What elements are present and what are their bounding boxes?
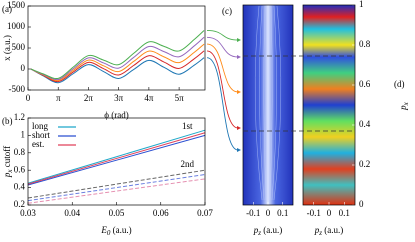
x-tick-label: 0 bbox=[26, 93, 31, 103]
y-tick-label: 1 bbox=[359, 0, 364, 9]
series-line bbox=[27, 132, 206, 185]
x-tick-label: 4π bbox=[144, 93, 154, 103]
x-tick-label: 0.03 bbox=[20, 208, 36, 218]
label-symbol: p bbox=[253, 225, 259, 235]
series-line bbox=[27, 134, 206, 186]
panel-label: (d) bbox=[394, 79, 405, 89]
label-sub: 0 bbox=[107, 229, 111, 237]
heatmap-d-image bbox=[303, 5, 355, 205]
x-tick-label: 0.07 bbox=[197, 208, 213, 218]
panel-label: (a) bbox=[2, 4, 12, 14]
label-rest: (a.u.) bbox=[110, 225, 131, 235]
y-tick-label: -500 bbox=[9, 84, 26, 94]
x-tick-label: 0.04 bbox=[64, 208, 80, 218]
x-tick-label: 0 bbox=[266, 208, 271, 218]
y-tick-label: 0.6 bbox=[359, 79, 371, 89]
annotation: 2nd bbox=[181, 159, 195, 169]
connector-arrow bbox=[206, 30, 239, 41]
y-tick-label: 1 bbox=[21, 129, 26, 139]
y-tick-label: 0.2 bbox=[14, 199, 25, 209]
heatmap-c-streak bbox=[263, 5, 267, 201]
panel-label: (b) bbox=[2, 116, 13, 126]
connector-arrowhead bbox=[237, 126, 241, 130]
y-tick-label: 0.2 bbox=[359, 159, 370, 169]
x-tick-label: 0.1 bbox=[339, 208, 350, 218]
x-tick-label: π bbox=[56, 93, 61, 103]
label-sub: x bbox=[402, 101, 410, 106]
y-tick-label: 0.4 bbox=[359, 119, 371, 129]
y-tick-label: 1000 bbox=[7, 21, 26, 31]
connector-arrow bbox=[206, 57, 239, 151]
heatmap-c-streak bbox=[271, 5, 277, 201]
series-line bbox=[30, 30, 205, 80]
label-sub: z bbox=[318, 229, 322, 237]
annotation: 1st bbox=[182, 121, 193, 131]
axis-label: pz (a.u.) bbox=[253, 225, 282, 237]
axis-label: ϕ (rad) bbox=[104, 110, 128, 120]
legend-label: short bbox=[32, 130, 50, 140]
series-line bbox=[27, 178, 206, 204]
series-line bbox=[30, 57, 205, 84]
connector-arrow bbox=[206, 36, 239, 58]
x-tick-label: 0.06 bbox=[153, 208, 169, 218]
x-tick-label: 0 bbox=[327, 208, 332, 218]
axis-label: E0 (a.u.) bbox=[100, 225, 131, 237]
x-tick-label: -0.1 bbox=[307, 208, 321, 218]
label-sub: z bbox=[257, 229, 261, 237]
x-tick-label: 0.05 bbox=[109, 208, 125, 218]
series-line bbox=[27, 174, 206, 202]
y-tick-label: 0 bbox=[359, 199, 364, 209]
heatmap-c-streak bbox=[259, 5, 265, 201]
axis-label: px bbox=[398, 101, 410, 111]
y-tick-label: 0.4 bbox=[14, 182, 26, 192]
y-tick-label: 0 bbox=[21, 63, 26, 73]
y-tick-label: 0.8 bbox=[14, 147, 26, 157]
heatmap-c-streak bbox=[269, 5, 273, 201]
label-rest: (a.u.) bbox=[322, 225, 343, 235]
label-rest: cutoff bbox=[2, 146, 12, 170]
plot-frame bbox=[27, 117, 206, 206]
x-tick-label: 2π bbox=[84, 93, 94, 103]
y-tick-label: 1.2 bbox=[14, 112, 25, 122]
series-line bbox=[27, 129, 206, 184]
axis-label: x (a.u.) bbox=[2, 35, 12, 61]
label-rest: (a.u.) bbox=[261, 225, 282, 235]
panel-label: (c) bbox=[222, 6, 232, 16]
label-symbol: E bbox=[100, 225, 107, 235]
y-tick-label: 1500 bbox=[7, 0, 26, 10]
y-tick-label: 0.6 bbox=[14, 164, 26, 174]
plot-frame bbox=[302, 4, 356, 206]
y-tick-label: 500 bbox=[12, 42, 26, 52]
heatmap-c-streak bbox=[254, 5, 263, 201]
x-tick-label: -0.1 bbox=[246, 208, 260, 218]
series-line bbox=[27, 169, 206, 199]
heatmap-c-streak bbox=[273, 5, 282, 201]
legend-label: long bbox=[32, 121, 49, 131]
connector-arrowhead bbox=[237, 38, 241, 42]
axis-label: px cutoff bbox=[2, 146, 14, 178]
label-sub: x bbox=[6, 169, 14, 174]
plot-frame bbox=[27, 5, 206, 91]
plot-frame bbox=[242, 4, 294, 206]
series-line bbox=[30, 50, 205, 83]
connector-arrowhead bbox=[237, 90, 241, 94]
series-line bbox=[30, 43, 205, 82]
x-tick-label: 5π bbox=[175, 93, 185, 103]
connector-arrow bbox=[206, 50, 239, 129]
connector-arrowhead bbox=[237, 148, 241, 152]
label-symbol: p bbox=[398, 105, 408, 111]
y-tick-label: 0.8 bbox=[359, 39, 371, 49]
connector-arrow bbox=[206, 43, 239, 93]
label-symbol: p bbox=[314, 225, 320, 235]
x-tick-label: 0.1 bbox=[277, 208, 288, 218]
connector-arrowhead bbox=[237, 55, 241, 59]
label-symbol: p bbox=[2, 172, 12, 178]
legend-label: est. bbox=[32, 139, 44, 149]
series-line bbox=[30, 36, 205, 81]
x-tick-label: 3π bbox=[114, 93, 124, 103]
axis-label: pz (a.u.) bbox=[314, 225, 343, 237]
